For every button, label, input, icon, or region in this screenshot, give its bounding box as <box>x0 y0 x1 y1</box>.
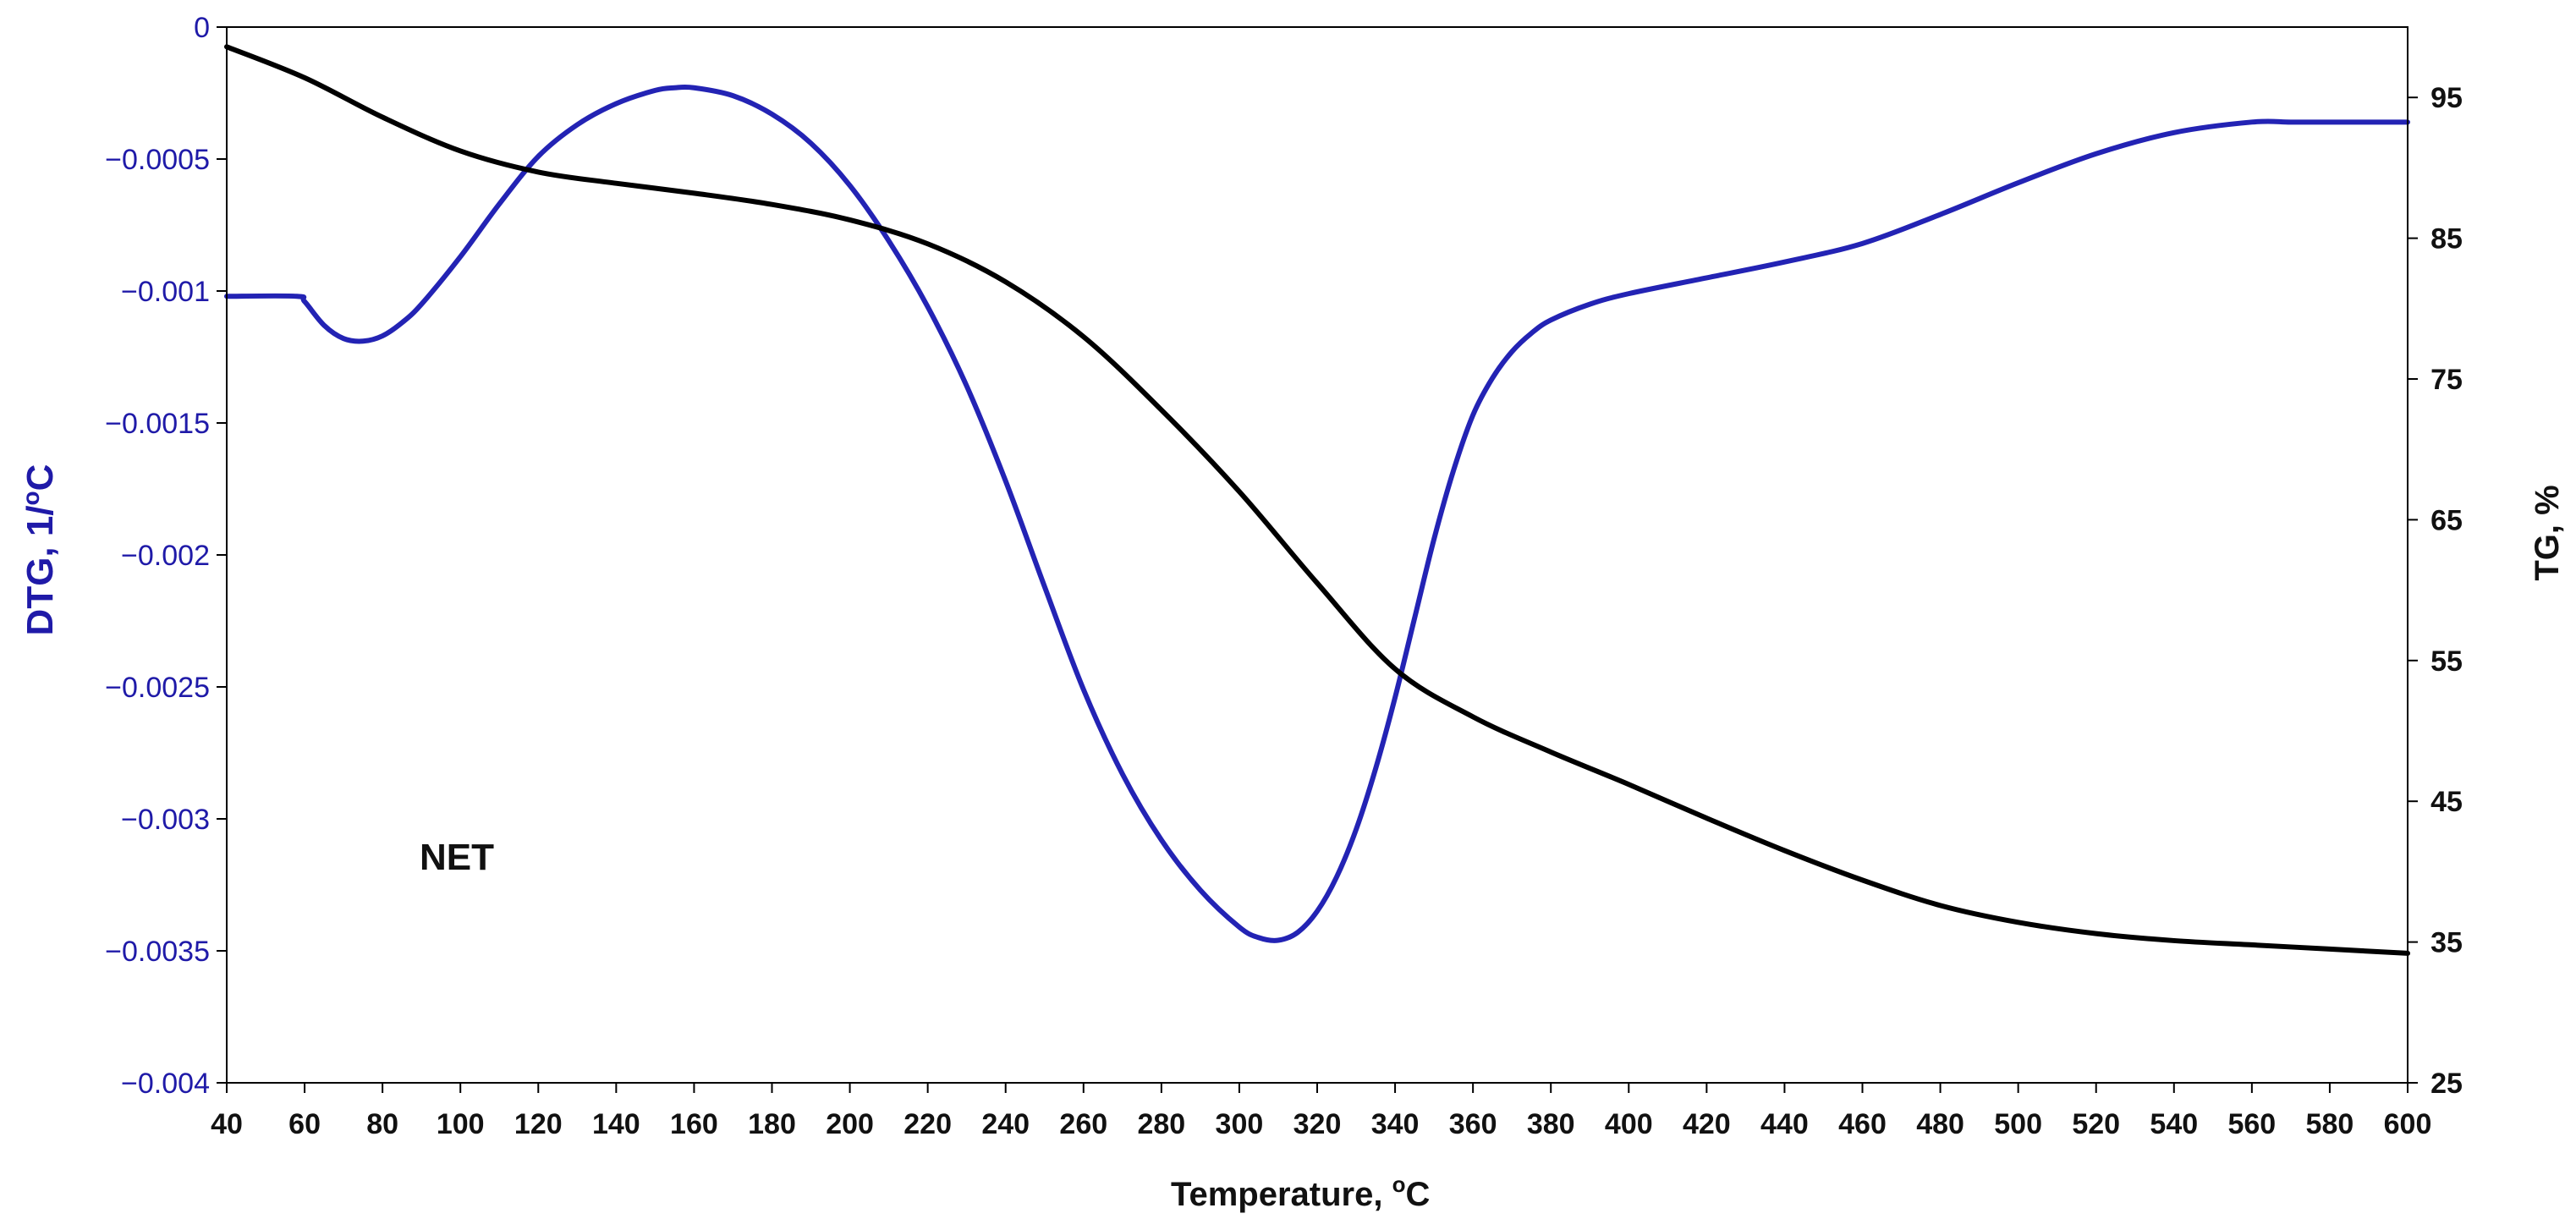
x-tick-label: 500 <box>1994 1108 2042 1140</box>
x-tick-label: 220 <box>904 1108 952 1140</box>
x-tick-label: 380 <box>1527 1108 1575 1140</box>
left-axis-title-sup: o <box>18 491 44 505</box>
left-axis-title: DTG, 1/oC <box>18 464 61 636</box>
right-tick-label: 25 <box>2430 1068 2463 1100</box>
x-tick-label: 580 <box>2306 1108 2354 1140</box>
x-tick-label: 140 <box>592 1108 640 1140</box>
left-tick-label: −0.0035 <box>105 936 210 968</box>
right-tick-label: 55 <box>2430 645 2463 678</box>
right-tick-label: 85 <box>2430 223 2463 255</box>
right-axis-tick-labels: 95 85 75 65 55 45 35 25 <box>2430 82 2463 1100</box>
x-tick-label: 360 <box>1449 1108 1497 1140</box>
right-tick-label: 45 <box>2430 786 2463 818</box>
left-tick-label: 0 <box>194 12 210 44</box>
x-tick-label: 200 <box>826 1108 874 1140</box>
sample-label: NET <box>420 837 494 878</box>
x-axis-title-text: Temperature, <box>1171 1176 1392 1213</box>
x-tick-label: 540 <box>2150 1108 2198 1140</box>
right-tick-label: 65 <box>2430 504 2463 536</box>
right-axis-title: TG, % <box>2529 485 2566 580</box>
x-tick-label: 180 <box>748 1108 796 1140</box>
left-tick-label: −0.0025 <box>105 672 210 704</box>
x-tick-label: 80 <box>366 1108 398 1140</box>
tg-series-line <box>224 44 2410 956</box>
x-tick-label: 600 <box>2384 1108 2432 1140</box>
data-series <box>224 44 2410 956</box>
left-axis-title-text: DTG, 1/ <box>19 505 61 635</box>
right-tick-label: 95 <box>2430 82 2463 114</box>
right-tick-label: 75 <box>2430 364 2463 396</box>
x-tick-label: 320 <box>1293 1108 1342 1140</box>
tick-marks <box>217 26 2418 1093</box>
left-axis-tick-labels: 0 −0.0005 −0.001 −0.0015 −0.002 −0.0025 −0.003… <box>105 12 210 1100</box>
left-tick-label: −0.002 <box>121 540 210 572</box>
x-tick-label: 340 <box>1371 1108 1420 1140</box>
plot-frame <box>226 26 2408 1084</box>
dtg-series-line <box>224 84 2410 943</box>
left-tick-label: −0.003 <box>121 804 210 836</box>
x-tick-label: 520 <box>2072 1108 2120 1140</box>
left-axis-title-unit: C <box>19 464 61 491</box>
x-tick-label: 480 <box>1916 1108 1964 1140</box>
x-tick-label: 300 <box>1216 1108 1264 1140</box>
x-tick-label: 400 <box>1605 1108 1653 1140</box>
x-tick-label: 160 <box>670 1108 718 1140</box>
x-tick-label: 420 <box>1683 1108 1731 1140</box>
left-tick-label: −0.0005 <box>105 144 210 176</box>
x-axis-tick-labels: 40 60 80 100 120 140 160 180 200 220 240 260 280 300 3… <box>211 1108 2431 1140</box>
x-tick-label: 60 <box>288 1108 321 1140</box>
x-axis-title: Temperature, oC <box>1171 1172 1430 1213</box>
x-tick-label: 460 <box>1838 1108 1887 1140</box>
x-tick-label: 100 <box>437 1108 485 1140</box>
x-tick-label: 120 <box>514 1108 563 1140</box>
x-tick-label: 40 <box>211 1108 243 1140</box>
left-tick-label: −0.004 <box>121 1068 210 1100</box>
right-tick-label: 35 <box>2430 927 2463 959</box>
left-tick-label: −0.001 <box>121 276 210 308</box>
x-axis-title-unit: C <box>1405 1176 1430 1213</box>
x-tick-label: 280 <box>1137 1108 1185 1140</box>
x-tick-label: 240 <box>981 1108 1030 1140</box>
x-axis-title-sup: o <box>1392 1172 1406 1197</box>
x-tick-label: 560 <box>2227 1108 2276 1140</box>
x-tick-label: 260 <box>1059 1108 1107 1140</box>
left-tick-label: −0.0015 <box>105 408 210 440</box>
x-tick-label: 440 <box>1760 1108 1809 1140</box>
